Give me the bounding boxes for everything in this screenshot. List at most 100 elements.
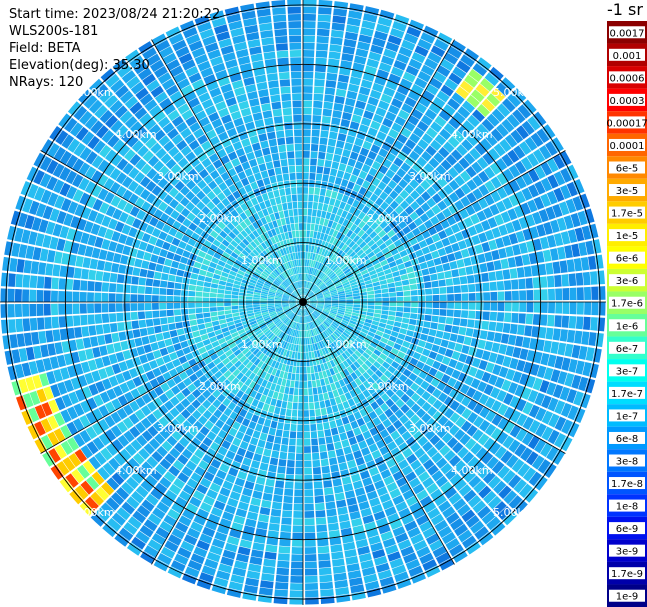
ppi-cell [290, 304, 297, 308]
ppi-cell [410, 442, 421, 453]
ppi-cell [278, 322, 284, 329]
ppi-cell [255, 246, 262, 254]
ppi-cell [348, 436, 358, 446]
ppi-cell [305, 345, 309, 352]
ppi-cell [285, 289, 292, 295]
ppi-cell [443, 122, 456, 135]
ppi-cell [218, 243, 227, 251]
ppi-cell [448, 117, 461, 130]
ppi-cell [467, 114, 480, 128]
ppi-cell [437, 415, 449, 427]
ppi-cell [457, 125, 470, 138]
ppi-cell [210, 283, 219, 289]
ppi-cell [158, 231, 168, 241]
ppi-cell [337, 309, 345, 313]
ppi-cell [232, 190, 241, 200]
ppi-cell [118, 331, 127, 341]
ppi-cell [386, 256, 395, 264]
ppi-cell [468, 68, 483, 83]
ppi-cell [332, 321, 339, 327]
ppi-cell [36, 290, 44, 302]
ppi-cell [75, 255, 84, 268]
ppi-cell [304, 309, 306, 316]
ppi-cell [125, 265, 134, 275]
ppi-cell [515, 176, 527, 190]
ppi-cell [289, 304, 297, 307]
ppi-cell [360, 117, 372, 127]
ppi-cell [341, 279, 349, 285]
ppi-cell [472, 63, 488, 77]
ppi-cell [319, 333, 325, 340]
ppi-cell [330, 292, 338, 296]
ppi-cell [474, 273, 482, 283]
ppi-cell [270, 228, 277, 237]
ppi-cell [380, 93, 393, 104]
ppi-cell [292, 532, 303, 540]
ppi-cell [288, 285, 294, 292]
ppi-cell [346, 229, 354, 238]
ppi-cell [51, 303, 59, 316]
ppi-cell [99, 391, 111, 404]
ppi-cell [247, 91, 258, 100]
ppi-cell [304, 460, 312, 468]
ppi-cell [335, 231, 342, 240]
ppi-cell [173, 309, 182, 316]
ppi-cell [465, 166, 477, 178]
ppi-cell [318, 316, 325, 322]
ppi-cell [285, 342, 290, 350]
ppi-cell [590, 317, 598, 331]
ppi-cell [308, 293, 315, 298]
ppi-cell [444, 487, 458, 499]
ppi-cell [251, 336, 259, 343]
ppi-cell [209, 482, 221, 493]
ppi-cell [163, 514, 177, 527]
ppi-cell [515, 335, 524, 347]
ppi-cell [497, 506, 512, 520]
ppi-cell [511, 312, 519, 323]
ppi-cell [228, 324, 236, 331]
ppi-cell [422, 477, 435, 489]
ppi-cell [322, 108, 332, 117]
ppi-cell [248, 421, 257, 430]
ppi-cell [486, 261, 495, 272]
ppi-cell [220, 83, 233, 94]
ppi-cell [275, 574, 289, 583]
ppi-cell [157, 72, 172, 85]
ppi-cell [381, 306, 389, 311]
ppi-cell [29, 303, 37, 317]
ppi-cell [171, 134, 184, 146]
ppi-cell [173, 71, 187, 84]
ppi-cell [125, 330, 134, 340]
ppi-cell [249, 279, 257, 284]
ppi-cell [330, 308, 338, 311]
ppi-cell [136, 209, 147, 221]
ppi-cell [441, 374, 451, 384]
ppi-cell [311, 351, 315, 359]
ppi-cell [303, 352, 306, 360]
ppi-cell [290, 313, 296, 320]
ppi-cell [331, 323, 338, 329]
ppi-cell [378, 365, 387, 374]
ppi-cell [168, 187, 179, 198]
ppi-cell [132, 376, 143, 387]
ppi-cell [151, 533, 166, 546]
ppi-cell [318, 325, 324, 332]
ppi-cell [224, 235, 233, 243]
ppi-cell [252, 221, 260, 230]
ppi-cell [475, 292, 483, 301]
ppi-cell [264, 199, 272, 208]
ppi-cell [420, 380, 430, 390]
ppi-cell [228, 365, 237, 374]
ppi-cell [159, 295, 167, 302]
ppi-cell [323, 293, 331, 297]
ppi-cell [451, 369, 461, 380]
ppi-cell [512, 371, 523, 383]
ppi-cell [202, 35, 217, 47]
ppi-cell [22, 393, 34, 408]
ppi-cell [145, 224, 155, 235]
ppi-cell [495, 158, 508, 171]
ppi-cell [499, 138, 512, 153]
ppi-cell [434, 115, 447, 128]
ppi-cell [578, 242, 588, 256]
ppi-cell [396, 133, 408, 144]
